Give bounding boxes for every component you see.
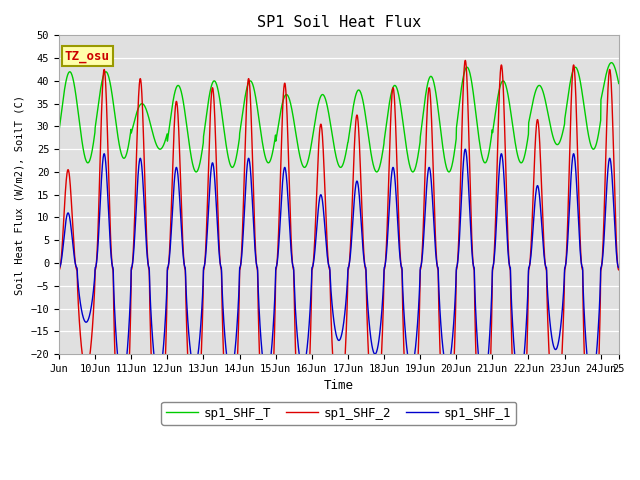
sp1_SHF_T [406,162,413,168]
sp1_SHF_T [529,98,537,104]
Y-axis label: Soil Heat Flux (W/m2), SoilT (C): Soil Heat Flux (W/m2), SoilT (C) [15,95,25,295]
sp1_SHF_2 [55,267,63,273]
sp1_SHF_1 [423,185,431,191]
sp1_SHF_1 [55,264,63,270]
Line: sp1_SHF_1: sp1_SHF_1 [59,149,619,386]
sp1_SHF_1 [461,146,469,152]
sp1_SHF_2 [406,444,413,450]
sp1_SHF_T [55,128,63,133]
sp1_SHF_2 [479,477,487,480]
sp1_SHF_1 [596,299,604,304]
sp1_SHF_2 [596,327,604,333]
sp1_SHF_T [607,60,615,66]
sp1_SHF_T [596,126,604,132]
sp1_SHF_1 [529,223,537,229]
sp1_SHF_T [88,149,96,155]
sp1_SHF_2 [461,58,469,63]
sp1_SHF_T [423,86,431,92]
sp1_SHF_1 [615,264,623,270]
sp1_SHF_1 [479,383,487,389]
sp1_SHF_2 [529,191,537,197]
sp1_SHF_T [615,81,623,86]
sp1_SHF_1 [88,300,96,306]
sp1_SHF_T [342,149,350,155]
sp1_SHF_2 [423,122,431,128]
Text: TZ_osu: TZ_osu [65,49,109,62]
sp1_SHF_2 [88,332,96,337]
Line: sp1_SHF_T: sp1_SHF_T [59,63,619,172]
X-axis label: Time: Time [324,379,354,392]
sp1_SHF_1 [406,362,413,368]
Legend: sp1_SHF_T, sp1_SHF_2, sp1_SHF_1: sp1_SHF_T, sp1_SHF_2, sp1_SHF_1 [161,402,516,425]
sp1_SHF_T [445,169,452,175]
Title: SP1 Soil Heat Flux: SP1 Soil Heat Flux [257,15,421,30]
sp1_SHF_2 [342,333,350,338]
Line: sp1_SHF_2: sp1_SHF_2 [59,60,619,480]
sp1_SHF_2 [615,267,623,273]
sp1_SHF_1 [342,298,350,303]
